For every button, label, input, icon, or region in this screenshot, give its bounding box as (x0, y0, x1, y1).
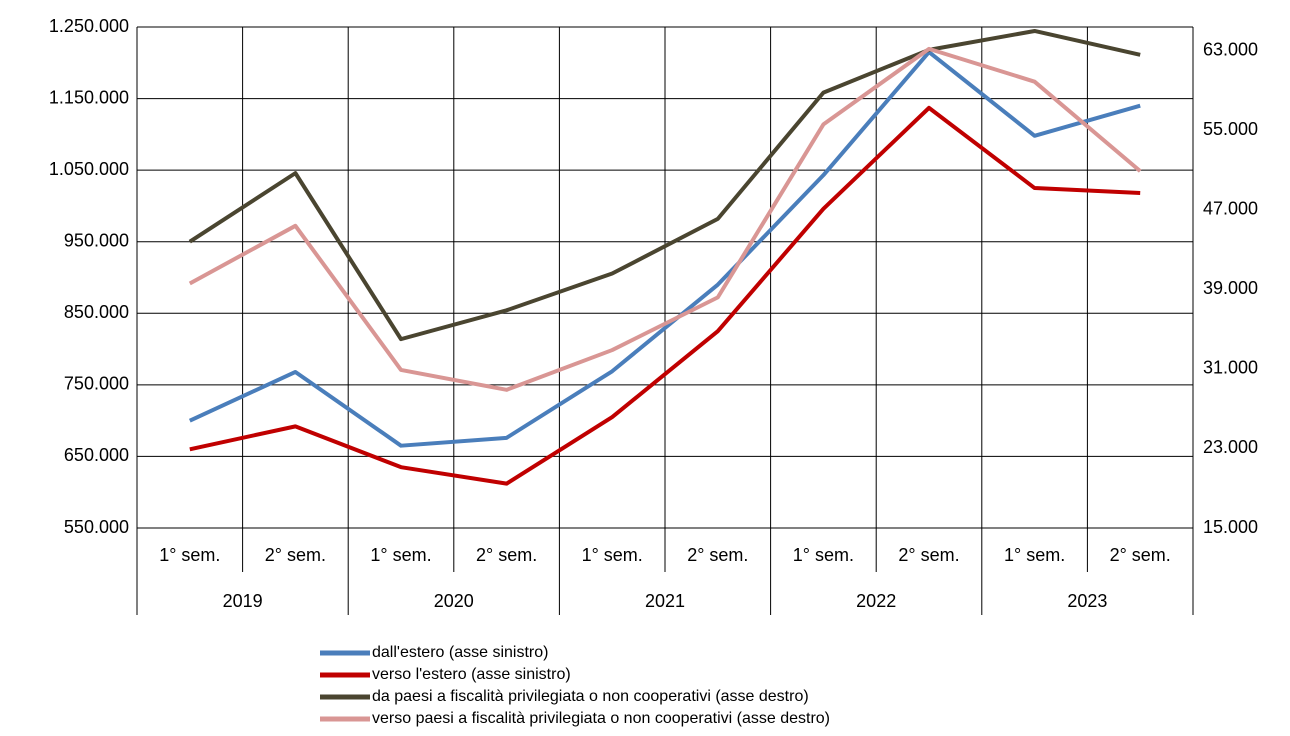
y2-tick-label: 47.000 (1203, 199, 1258, 219)
x-group-label: 2021 (645, 591, 685, 611)
series-line (188, 50, 1141, 448)
y2-tick-label: 63.000 (1203, 40, 1258, 60)
x-group-label: 2022 (856, 591, 896, 611)
x-group-label: 2023 (1067, 591, 1107, 611)
y-tick-label: 950.000 (64, 230, 129, 250)
legend-label: verso l'estero (asse sinistro) (372, 666, 571, 683)
series-line (189, 105, 1141, 486)
y2-tick-label: 15.000 (1203, 517, 1258, 537)
x-tick-label: 1° sem. (582, 545, 643, 565)
y-tick-label: 550.000 (64, 517, 129, 537)
y-tick-label: 850.000 (64, 302, 129, 322)
x-tick-label: 2° sem. (265, 545, 326, 565)
x-tick-label: 1° sem. (793, 545, 854, 565)
x-tick-label: 2° sem. (898, 545, 959, 565)
x-tick-label: 1° sem. (1004, 545, 1065, 565)
x-tick-label: 1° sem. (159, 545, 220, 565)
x-tick-label: 2° sem. (687, 545, 748, 565)
legend-label: dall'estero (asse sinistro) (372, 644, 548, 661)
y2-tick-label: 55.000 (1203, 119, 1258, 139)
series-line (188, 28, 1141, 342)
y2-tick-label: 23.000 (1203, 437, 1258, 457)
x-tick-label: 1° sem. (370, 545, 431, 565)
x-tick-label: 2° sem. (1110, 545, 1171, 565)
y-tick-label: 650.000 (64, 445, 129, 465)
y2-tick-label: 39.000 (1203, 278, 1258, 298)
x-tick-label: 2° sem. (476, 545, 537, 565)
series-line (188, 46, 1142, 392)
y-tick-label: 750.000 (64, 374, 129, 394)
y-tick-label: 1.250.000 (49, 16, 129, 36)
legend-label: da paesi a fiscalità privilegiata o non … (372, 688, 809, 705)
y-tick-label: 1.050.000 (49, 159, 129, 179)
legend-label: verso paesi a fiscalità privilegiata o n… (372, 710, 830, 727)
x-group-label: 2019 (223, 591, 263, 611)
y-tick-label: 1.150.000 (49, 87, 129, 107)
y2-tick-label: 31.000 (1203, 358, 1258, 378)
x-group-label: 2020 (434, 591, 474, 611)
